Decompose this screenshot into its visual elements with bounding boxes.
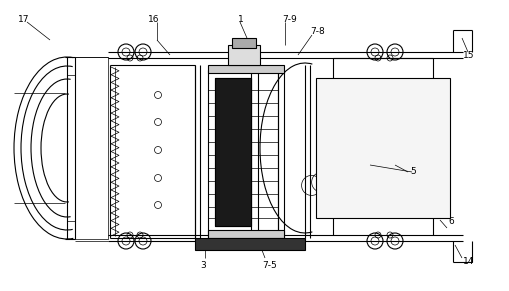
Text: 1: 1 xyxy=(238,15,244,24)
Bar xyxy=(208,70,278,240)
Bar xyxy=(215,78,251,226)
Bar xyxy=(208,230,284,238)
Bar xyxy=(208,65,284,73)
Bar xyxy=(75,57,108,239)
Text: 7-5: 7-5 xyxy=(262,260,277,269)
Text: 7-9: 7-9 xyxy=(282,15,297,24)
Bar xyxy=(195,238,305,250)
Text: 15: 15 xyxy=(463,52,474,61)
Text: 6: 6 xyxy=(448,217,454,226)
Bar xyxy=(215,78,251,226)
Bar xyxy=(228,45,260,65)
Bar xyxy=(232,38,256,48)
Text: 17: 17 xyxy=(18,15,30,24)
Bar xyxy=(316,78,450,218)
Text: 14: 14 xyxy=(463,258,474,267)
Text: 3: 3 xyxy=(200,260,206,269)
Text: 5: 5 xyxy=(410,168,416,177)
Text: 16: 16 xyxy=(148,15,159,24)
Text: 7-8: 7-8 xyxy=(310,28,325,36)
